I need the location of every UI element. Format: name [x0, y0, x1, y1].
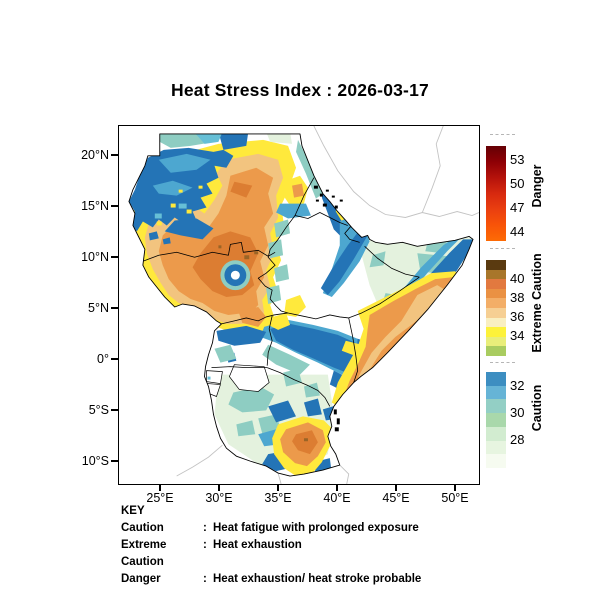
lon-label: 35°E: [264, 491, 292, 505]
lat-label: 10°S: [81, 454, 109, 468]
uganda-teal: [214, 344, 237, 363]
lat-tick: [111, 460, 118, 462]
danger-tick: 44: [510, 224, 525, 239]
extreme-caution-tick: 36: [510, 309, 525, 324]
colorbar-divider: [490, 134, 515, 135]
key-separator: :: [203, 539, 207, 551]
caution-tick: 28: [510, 432, 525, 447]
lat-label: 0°: [97, 352, 109, 366]
lat-label: 5°N: [88, 301, 109, 315]
colorbar-divider: [490, 362, 515, 363]
eritrea-orange-dot: [292, 183, 304, 198]
key-label: Extreme Caution: [121, 539, 167, 568]
lat-label: 15°N: [81, 199, 109, 213]
lon-label: 30°E: [205, 491, 233, 505]
yellow-speckles-in-blue: [156, 185, 203, 226]
top-band-aqua: [193, 133, 223, 144]
lat-tick: [111, 256, 118, 258]
extreme-caution-tick: 40: [510, 271, 525, 286]
rwanda-teal-dot: [207, 376, 211, 380]
lat-label: 20°N: [81, 148, 109, 162]
extreme-caution-tick: 38: [510, 290, 525, 305]
djibouti-orange-dot: [343, 201, 354, 214]
caution-colorbar: [486, 372, 506, 469]
sudd-wetland: [220, 260, 251, 291]
lon-label: 50°E: [441, 491, 469, 505]
key-label: Caution: [121, 522, 164, 534]
key-description: Heat exhaustion: [213, 539, 302, 551]
blue-mass-aqua-dots: [154, 203, 187, 219]
lat-tick: [111, 409, 118, 411]
danger-tick: 47: [510, 200, 525, 215]
coastal-tan-core: [353, 285, 448, 393]
eritrea-blue-fringe: [276, 203, 311, 219]
lon-label: 45°E: [382, 491, 410, 505]
colorbar-divider: [490, 248, 515, 249]
lat-tick: [111, 205, 118, 207]
lon-label: 40°E: [323, 491, 351, 505]
lat-tick: [111, 154, 118, 156]
lon-tick: [218, 485, 220, 491]
key-description: Heat exhaustion/ heat stroke probable: [213, 573, 422, 585]
key-row-extreme-caution: Extreme Caution : Heat exhaustion: [121, 537, 421, 571]
key-row-caution: Caution : Heat fatigue with prolonged ex…: [121, 520, 421, 537]
lat-label: 5°S: [88, 403, 109, 417]
key-separator: :: [203, 573, 207, 585]
lon-tick: [336, 485, 338, 491]
country-borders: [142, 177, 420, 407]
caution-tick: 32: [510, 378, 525, 393]
key-heading: KEY: [121, 505, 145, 517]
rwanda-outline: [206, 370, 223, 384]
danger-tick: 53: [510, 152, 525, 167]
lon-label: 25°E: [146, 491, 174, 505]
danger-colorbar: [486, 146, 506, 241]
key-label: Danger: [121, 573, 161, 585]
island-dots: [313, 185, 343, 432]
danger-tick: 50: [510, 176, 525, 191]
extreme-caution-colorbar: [486, 260, 506, 356]
top-band-pale: [266, 133, 293, 144]
lon-tick: [159, 485, 161, 491]
lat-label: 10°N: [81, 250, 109, 264]
lon-tick: [277, 485, 279, 491]
map-panel: [118, 125, 480, 485]
extreme-caution-tick: 34: [510, 328, 525, 343]
lon-tick: [454, 485, 456, 491]
lat-tick: [111, 307, 118, 309]
lon-tick: [395, 485, 397, 491]
key-block: KEY Caution : Heat fatigue with prolonge…: [121, 503, 421, 588]
kenya-teal-fringe: [262, 344, 320, 398]
key-separator: :: [203, 522, 207, 534]
key-description: Heat fatigue with prolonged exposure: [213, 522, 419, 534]
lake-victoria: [228, 364, 270, 392]
caution-tick: 30: [510, 405, 525, 420]
afar-rift-blue: [320, 227, 368, 296]
key-row-danger: Danger : Heat exhaustion/ heat stroke pr…: [121, 571, 421, 588]
region-outline: [128, 133, 474, 477]
map-canvas: [128, 126, 479, 484]
page-title: Heat Stress Index : 2026-03-17: [171, 80, 429, 100]
south-tanzania-dark-orange: [292, 430, 318, 455]
south-tanzania-brown-speck: [303, 438, 308, 442]
lat-tick: [111, 358, 118, 360]
neighbor-coastlines: [176, 126, 479, 484]
